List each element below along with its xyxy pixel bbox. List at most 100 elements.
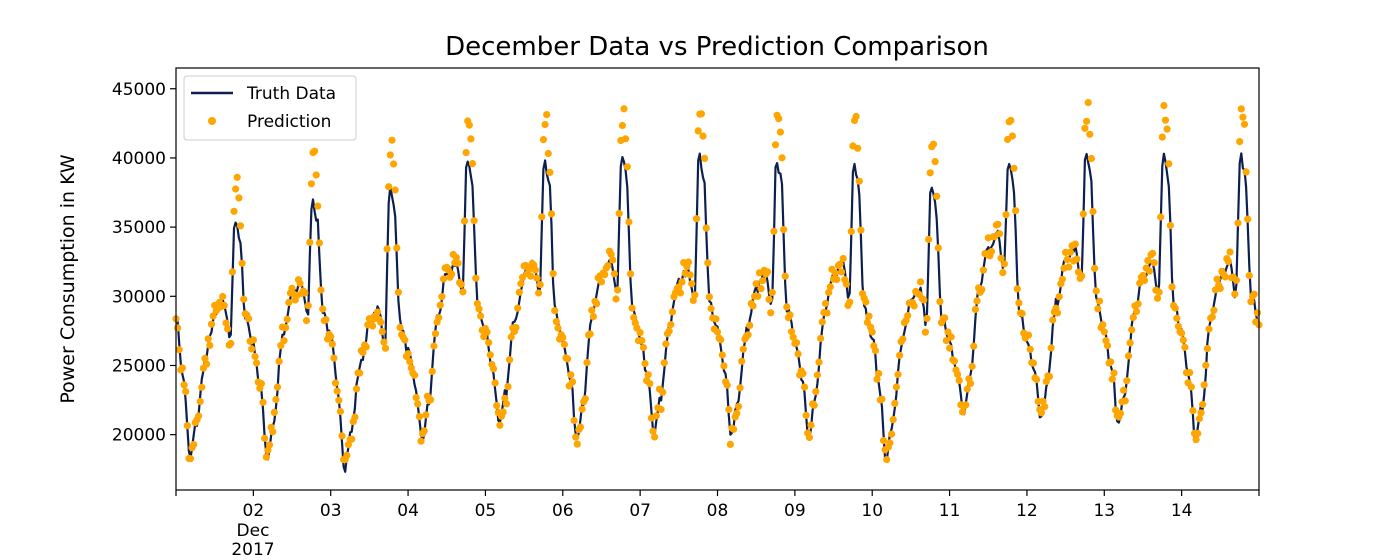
prediction-point — [815, 358, 823, 366]
prediction-point — [701, 154, 709, 162]
prediction-point — [712, 315, 720, 323]
prediction-point — [206, 341, 214, 349]
prediction-point — [240, 295, 248, 303]
prediction-point — [388, 136, 396, 144]
prediction-point — [327, 333, 335, 341]
prediction-point — [812, 388, 820, 396]
legend-prediction-label: Prediction — [247, 112, 331, 132]
prediction-point — [963, 385, 971, 393]
prediction-point — [1200, 381, 1208, 389]
prediction-point — [746, 321, 754, 329]
prediction-point — [262, 453, 270, 461]
prediction-point — [477, 312, 485, 320]
prediction-point — [1253, 309, 1261, 317]
prediction-point — [950, 357, 959, 365]
prediction-point — [839, 254, 847, 263]
prediction-point — [1078, 272, 1086, 280]
prediction-point — [183, 422, 191, 430]
prediction-point — [678, 278, 686, 286]
prediction-point — [1192, 436, 1200, 444]
prediction-point — [946, 344, 954, 352]
prediction-point — [462, 149, 470, 157]
prediction-point — [1063, 255, 1071, 264]
prediction-point — [178, 364, 186, 372]
prediction-point — [182, 388, 190, 396]
prediction-point — [730, 425, 738, 433]
prediction-point — [1079, 210, 1087, 218]
prediction-point — [744, 331, 752, 339]
prediction-point — [1179, 336, 1187, 344]
prediction-point — [871, 347, 880, 355]
prediction-point — [1008, 132, 1017, 140]
prediction-point — [501, 394, 509, 402]
prediction-point — [838, 268, 846, 276]
prediction-point — [925, 235, 933, 243]
legend-prediction-dot-icon — [208, 117, 216, 125]
prediction-point — [439, 275, 448, 283]
prediction-point — [1124, 352, 1133, 360]
x-tick-label: 06 — [552, 501, 574, 521]
prediction-point — [1144, 257, 1152, 265]
prediction-point — [936, 298, 944, 306]
prediction-point — [934, 244, 942, 252]
prediction-point — [749, 302, 757, 310]
prediction-point — [626, 270, 635, 278]
prediction-point — [759, 277, 767, 285]
prediction-point — [800, 383, 809, 391]
prediction-point — [1045, 372, 1054, 381]
x-axis: 02 03 04 05 06 07 08 09 10 11 12 13 14 — [175, 490, 1260, 521]
prediction-point — [788, 328, 796, 336]
prediction-point — [209, 312, 217, 320]
prediction-point — [1247, 298, 1255, 306]
prediction-point — [588, 306, 596, 314]
prediction-point — [427, 396, 435, 404]
prediction-point — [694, 127, 702, 135]
prediction-point — [1091, 264, 1099, 272]
prediction-point — [504, 383, 512, 391]
prediction-point — [757, 285, 765, 293]
prediction-point — [1026, 345, 1034, 353]
y-tick-label: 30000 — [112, 287, 166, 307]
prediction-point — [1166, 221, 1174, 230]
prediction-point — [781, 272, 789, 280]
prediction-point — [394, 288, 402, 296]
prediction-point — [227, 339, 235, 348]
x-tick-label: 12 — [1016, 501, 1038, 521]
prediction-point — [435, 314, 443, 322]
prediction-point — [1224, 258, 1232, 266]
prediction-point — [794, 350, 802, 358]
prediction-point — [966, 379, 975, 387]
prediction-point — [768, 288, 776, 297]
prediction-point — [1161, 116, 1170, 124]
prediction-point — [978, 286, 986, 294]
prediction-point — [1071, 240, 1079, 248]
prediction-point — [1129, 313, 1137, 322]
prediction-point — [704, 259, 712, 267]
prediction-point — [219, 292, 227, 301]
prediction-point — [531, 266, 540, 274]
prediction-point — [1087, 154, 1095, 163]
prediction-point — [733, 409, 741, 417]
x-tick-label: 09 — [784, 501, 806, 521]
prediction-point — [283, 315, 291, 323]
prediction-point — [676, 289, 685, 297]
prediction-point — [1150, 259, 1158, 267]
prediction-point — [1195, 415, 1203, 423]
prediction-point — [385, 183, 393, 191]
prediction-point — [1213, 275, 1221, 283]
prediction-point — [738, 357, 746, 365]
prediction-point — [620, 105, 628, 113]
prediction-point — [1081, 124, 1089, 132]
prediction-point — [1221, 273, 1229, 281]
prediction-point — [593, 300, 601, 308]
prediction-point — [1049, 316, 1057, 324]
prediction-point — [547, 210, 556, 218]
prediction-point — [1123, 377, 1131, 385]
prediction-point — [817, 334, 825, 342]
prediction-point — [248, 345, 256, 353]
prediction-point — [1103, 342, 1112, 350]
prediction-point — [1010, 164, 1018, 172]
prediction-point — [857, 226, 865, 234]
prediction-point — [1240, 120, 1249, 128]
prediction-point — [356, 369, 364, 377]
